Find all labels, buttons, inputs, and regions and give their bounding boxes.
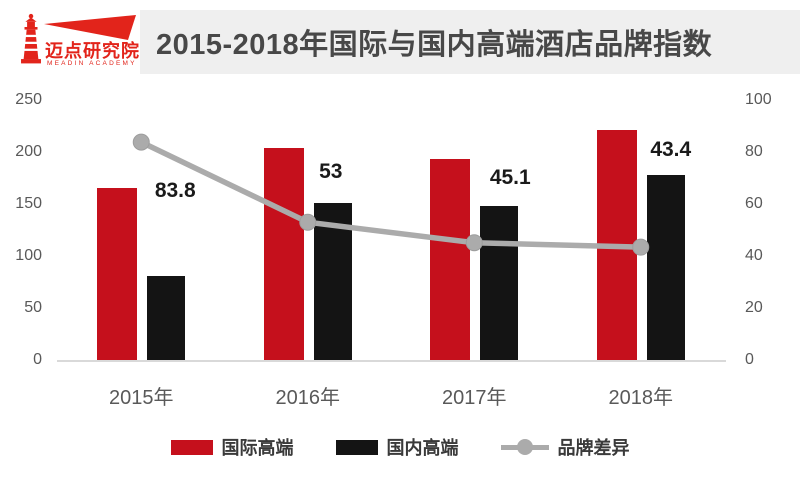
left-axis-tick: 150 (15, 195, 42, 212)
bar-国内高端-2018年 (646, 174, 685, 360)
chart-legend: 国际高端 国内高端 品牌差异 (0, 430, 800, 464)
data-label: 43.4 (650, 138, 692, 162)
x-axis-label: 2016年 (275, 387, 341, 409)
legend-label: 国际高端 (221, 438, 294, 458)
lighthouse-icon (21, 13, 41, 64)
logo-name: 迈点研究院 (45, 41, 140, 61)
line-marker (299, 213, 317, 231)
legend-item-国内高端: 国内高端 (335, 434, 459, 460)
legend-label: 国内高端 (386, 438, 459, 458)
title-banner: 2015-2018年国际与国内高端酒店品牌指数 (140, 10, 800, 74)
combo-chart: 250 200 150 100 50 0 100 80 60 40 20 0 83.8 53 45.1 43.… (0, 85, 800, 418)
right-axis-tick: 40 (745, 247, 763, 264)
bar-国内高端-2015年 (147, 275, 186, 360)
legend-swatch-icon (335, 439, 378, 455)
chart-title: 2015-2018年国际与国内高端酒店品牌指数 (156, 29, 713, 61)
left-axis-tick: 50 (24, 299, 42, 316)
left-axis-tick: 200 (15, 143, 42, 160)
data-label: 53 (319, 160, 343, 184)
x-axis-label: 2018年 (608, 387, 674, 409)
x-axis-label: 2017年 (442, 387, 507, 409)
legend-swatch-icon (170, 439, 213, 455)
line-series-品牌差异 (132, 133, 650, 256)
legend-label: 品牌差异 (557, 438, 630, 458)
line-marker (632, 238, 650, 256)
right-axis-tick: 100 (745, 91, 772, 108)
meadin-logo: 迈点研究院 MEADIN ACADEMY (14, 10, 140, 74)
data-label: 45.1 (489, 165, 531, 189)
left-axis-tick: 250 (15, 91, 42, 108)
line-marker (132, 133, 150, 151)
left-axis-tick: 100 (15, 247, 42, 264)
bar-国际高端-2015年 (97, 188, 138, 360)
right-axis-tick: 20 (745, 299, 763, 316)
right-axis-tick: 80 (745, 143, 763, 160)
logo-subtitle: MEADIN ACADEMY (47, 60, 137, 67)
line-marker (465, 234, 483, 252)
legend-line-marker-icon (500, 439, 549, 455)
bar-国内高端-2017年 (480, 206, 519, 360)
legend-item-国际高端: 国际高端 (170, 434, 294, 460)
right-axis-tick: 60 (745, 195, 763, 212)
right-axis-tick: 0 (745, 351, 754, 368)
data-label: 83.8 (154, 179, 196, 203)
bar-国际高端-2017年 (430, 159, 471, 360)
legend-item-品牌差异: 品牌差异 (500, 434, 630, 460)
flag-icon (44, 15, 136, 40)
left-axis-tick: 0 (33, 351, 42, 368)
x-axis-baseline (57, 360, 726, 362)
bar-国际高端-2016年 (263, 147, 304, 360)
x-axis-label: 2015年 (109, 387, 174, 409)
